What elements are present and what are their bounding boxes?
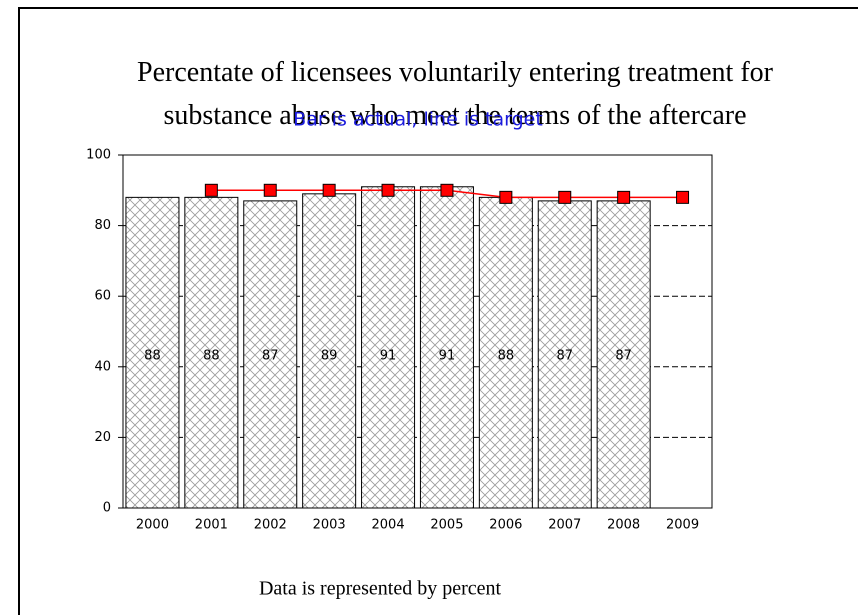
bar-label: 91 [380,349,397,364]
x-tick-label: 2008 [607,518,640,533]
x-tick-label: 2006 [489,518,522,533]
target-marker [499,190,513,204]
target-marker [676,190,690,204]
y-tick-label: 40 [94,359,111,374]
bar [243,200,298,509]
x-tick-label: 2009 [666,518,699,533]
chart-subtitle: Bar is actual, line is target [293,109,543,131]
target-marker [381,183,395,197]
bar [184,196,239,509]
chart-title: Percentate of licensees voluntarily ente… [137,57,774,131]
target-marker [204,183,218,197]
target-marker [617,190,631,204]
bar [361,186,416,509]
x-tick-label: 2001 [195,518,228,533]
bar [537,200,592,509]
bar [478,196,533,509]
footer: Data is represented by percent [259,578,502,600]
y-tick-label: 20 [94,430,111,445]
x-tick-label: 2005 [430,518,463,533]
x-tick-label: 2003 [313,518,346,533]
y-tick-label: 60 [94,289,111,304]
bar-label: 89 [321,349,338,364]
x-tick-label: 2007 [548,518,581,533]
bar-label: 87 [262,349,279,364]
y-tick-label: 0 [103,501,111,516]
target-marker [263,183,277,197]
plot-border [122,154,713,509]
bar-label: 88 [498,349,515,364]
bar [596,200,651,509]
x-tick-label: 2004 [372,518,405,533]
bar-label: 88 [203,349,220,364]
bar [302,193,357,509]
bar-label: 87 [556,349,573,364]
bar-label: 91 [439,349,456,364]
y-tick-label: 100 [86,148,111,163]
y-tick-label: 80 [94,218,111,233]
x-tick-label: 2000 [136,518,169,533]
target-marker [558,190,572,204]
x-tick-label: 2002 [254,518,287,533]
bar [125,196,180,509]
bar-label: 88 [144,349,161,364]
bar [419,186,474,509]
bar-label: 87 [615,349,632,364]
target-marker [322,183,336,197]
target-marker [440,183,454,197]
